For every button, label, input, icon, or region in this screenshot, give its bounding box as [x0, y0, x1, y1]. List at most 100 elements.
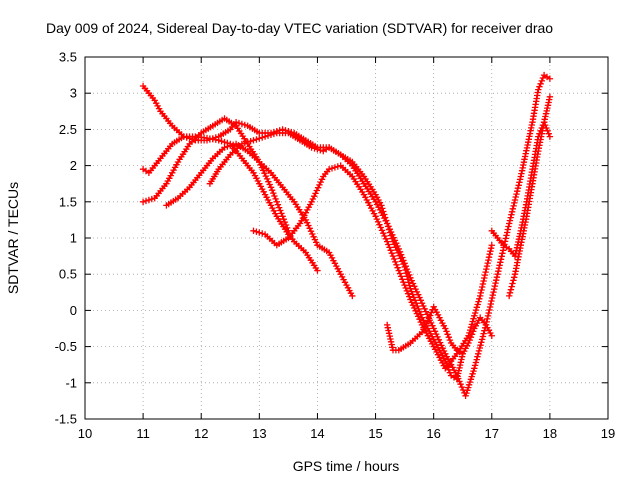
data-point	[411, 283, 418, 290]
data-point	[261, 170, 268, 177]
data-point	[528, 121, 535, 129]
x-tick-label: 19	[601, 426, 615, 441]
data-point	[493, 274, 501, 281]
data-point	[509, 205, 516, 212]
data-point	[516, 179, 523, 186]
data-point	[511, 252, 519, 260]
data-point	[486, 306, 493, 314]
data-point	[475, 298, 482, 305]
data-point	[261, 133, 269, 140]
data-point	[446, 369, 454, 376]
data-point	[404, 268, 412, 276]
data-point	[282, 221, 290, 229]
data-point	[256, 229, 263, 236]
y-tick-label: -0.5	[55, 339, 77, 354]
data-point	[413, 288, 421, 296]
y-tick-label: 3.5	[59, 50, 77, 65]
data-point	[497, 256, 505, 263]
data-point	[417, 318, 424, 326]
data-point	[466, 336, 473, 344]
data-point	[381, 232, 388, 240]
x-tick-label: 12	[194, 426, 208, 441]
data-point	[305, 222, 312, 229]
data-point	[455, 375, 462, 382]
data-point	[397, 251, 405, 258]
data-point	[376, 221, 383, 228]
x-tick-label: 13	[252, 426, 266, 441]
data-point	[470, 367, 477, 375]
data-point	[266, 181, 273, 188]
y-tick-label: -1	[65, 375, 77, 390]
data-point	[285, 227, 292, 234]
data-point	[546, 93, 554, 101]
data-point	[523, 147, 530, 154]
data-point	[224, 143, 231, 150]
data-point	[253, 136, 260, 143]
data-point	[470, 328, 477, 335]
x-tick-label: 18	[543, 426, 557, 441]
data-point	[221, 138, 228, 146]
data-point	[425, 315, 433, 322]
data-point	[539, 74, 547, 82]
data-point	[279, 213, 286, 220]
data-point	[471, 365, 478, 372]
x-tick-label: 11	[136, 426, 150, 441]
data-point	[385, 330, 393, 337]
data-point	[537, 80, 544, 87]
series-line	[209, 74, 551, 397]
data-point	[456, 378, 463, 385]
data-point	[483, 262, 491, 270]
data-point	[408, 299, 415, 306]
data-point	[415, 313, 422, 320]
data-point	[394, 242, 401, 250]
data-point	[506, 289, 514, 296]
data-point	[443, 328, 450, 335]
data-point	[409, 280, 417, 287]
data-point	[392, 258, 399, 266]
data-point	[502, 235, 509, 242]
data-point	[334, 163, 341, 170]
data-point	[487, 248, 494, 255]
data-point	[412, 285, 419, 293]
data-point	[314, 184, 322, 191]
series-track-g	[384, 303, 495, 357]
series-track-c	[139, 115, 292, 234]
data-point	[511, 274, 518, 281]
data-point	[384, 238, 391, 245]
data-point	[387, 335, 394, 343]
grid	[85, 57, 608, 419]
data-point	[284, 224, 291, 232]
data-point	[388, 250, 395, 257]
data-point	[512, 193, 519, 201]
data-point	[477, 342, 484, 349]
data-point	[262, 172, 269, 180]
data-point	[396, 270, 404, 277]
data-point	[406, 271, 413, 279]
data-point	[218, 138, 225, 145]
data-point	[515, 182, 522, 189]
data-point	[479, 283, 486, 291]
data-point	[306, 225, 313, 232]
data-point	[265, 178, 272, 185]
data-point	[536, 83, 543, 90]
data-point	[485, 254, 493, 261]
data-point	[389, 344, 396, 351]
data-point	[513, 190, 520, 198]
data-point	[241, 121, 248, 129]
data-point	[311, 145, 318, 152]
data-point	[256, 135, 263, 142]
data-point	[505, 223, 512, 230]
data-point	[412, 307, 419, 314]
data-point	[433, 330, 440, 338]
data-point	[492, 279, 499, 287]
data-point	[431, 328, 439, 335]
series-track-i	[506, 93, 554, 300]
data-point	[482, 268, 489, 276]
data-point	[469, 318, 476, 325]
data-point	[270, 189, 277, 197]
data-point	[402, 263, 409, 270]
data-point	[270, 130, 278, 138]
data-point	[484, 312, 492, 320]
data-point	[415, 291, 422, 298]
data-point	[486, 251, 493, 258]
